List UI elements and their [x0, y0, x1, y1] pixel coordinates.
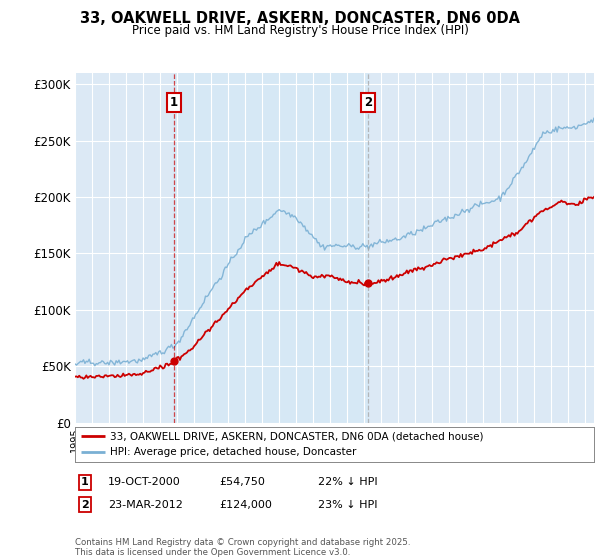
- Text: 33, OAKWELL DRIVE, ASKERN, DONCASTER, DN6 0DA (detached house): 33, OAKWELL DRIVE, ASKERN, DONCASTER, DN…: [110, 431, 484, 441]
- Text: £124,000: £124,000: [219, 500, 272, 510]
- Text: HPI: Average price, detached house, Doncaster: HPI: Average price, detached house, Donc…: [110, 447, 356, 458]
- Text: 33, OAKWELL DRIVE, ASKERN, DONCASTER, DN6 0DA: 33, OAKWELL DRIVE, ASKERN, DONCASTER, DN…: [80, 11, 520, 26]
- Text: 1: 1: [81, 477, 89, 487]
- Text: 2: 2: [364, 96, 372, 109]
- Text: Contains HM Land Registry data © Crown copyright and database right 2025.
This d: Contains HM Land Registry data © Crown c…: [75, 538, 410, 557]
- Text: 1: 1: [170, 96, 178, 109]
- Text: 22% ↓ HPI: 22% ↓ HPI: [318, 477, 377, 487]
- Bar: [173, 73, 368, 423]
- Text: 23% ↓ HPI: 23% ↓ HPI: [318, 500, 377, 510]
- Text: £54,750: £54,750: [219, 477, 265, 487]
- Text: 23-MAR-2012: 23-MAR-2012: [108, 500, 183, 510]
- Text: 19-OCT-2000: 19-OCT-2000: [108, 477, 181, 487]
- Text: 2: 2: [81, 500, 89, 510]
- Text: Price paid vs. HM Land Registry's House Price Index (HPI): Price paid vs. HM Land Registry's House …: [131, 24, 469, 36]
